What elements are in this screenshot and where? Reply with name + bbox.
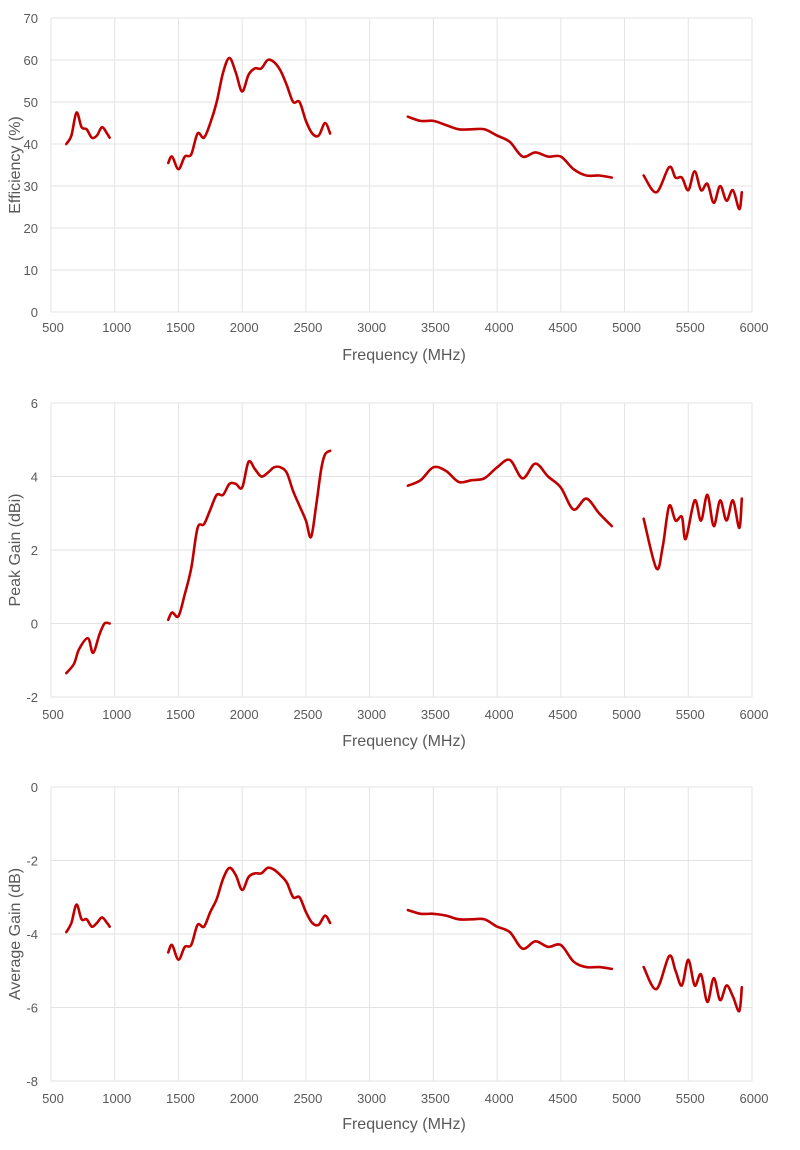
y-tick-label: -6 [26,1001,38,1016]
x-tick-label: 6000 [740,1091,769,1106]
series-line-segment-2 [166,866,332,962]
y-tick-label: 2 [31,543,38,558]
x-tick-label: 2000 [230,707,259,722]
series-line-segment-4 [642,493,744,571]
x-tick-label: 2500 [293,1091,322,1106]
x-tick-label: 5500 [676,707,705,722]
x-tick-label: 1000 [102,707,131,722]
y-tick-label: 30 [24,179,38,194]
x-tick-label: 500 [42,320,64,335]
x-tick-label: 3500 [421,320,450,335]
x-tick-label: 2500 [293,707,322,722]
y-tick-label: 40 [24,137,38,152]
gridlines [50,402,753,698]
y-tick-label: 50 [24,95,38,110]
x-tick-label: 4000 [485,1091,514,1106]
x-tick-label: 6000 [740,707,769,722]
series-line-segment-2 [166,449,332,622]
x-tick-label: 4000 [485,707,514,722]
y-axis-label: Average Gain (dB) [7,868,24,1000]
x-axis-label: Frequency (MHz) [342,347,466,364]
x-tick-label: 3000 [357,320,386,335]
x-tick-label: 6000 [740,320,769,335]
x-tick-label: 3500 [421,707,450,722]
x-tick-label: 1000 [102,320,131,335]
x-axis-label: Frequency (MHz) [342,1116,466,1133]
x-tick-label: 2000 [230,1091,259,1106]
x-tick-label: 1500 [166,320,195,335]
y-tick-label: -2 [26,854,38,869]
x-tick-label: 5000 [612,1091,641,1106]
y-tick-label: -8 [26,1074,38,1089]
x-tick-label: 500 [42,707,64,722]
y-tick-label: 0 [31,305,38,320]
series-line-segment-3 [406,115,614,179]
series-line-segment-4 [642,165,744,211]
y-tick-label: 70 [24,11,38,26]
x-tick-label: 4500 [548,707,577,722]
x-tick-label: 3000 [357,1091,386,1106]
series-line-segment-4 [642,954,744,1013]
gridlines [50,786,753,1082]
x-axis-label: Frequency (MHz) [342,733,466,750]
series-line-segment-1 [64,903,111,934]
y-tick-label: 4 [31,470,38,485]
x-tick-label: 2000 [230,320,259,335]
x-tick-label: 5000 [612,320,641,335]
series-line-segment-3 [406,908,614,971]
chart-average-gain: Frequency (MHz) Average Gain (dB) 500 100… [7,780,768,1133]
x-tick-label: 5500 [676,320,705,335]
x-tick-label: 4500 [548,1091,577,1106]
x-tick-label: 500 [42,1091,64,1106]
x-tick-label: 3000 [357,707,386,722]
chart-peak-gain: Frequency (MHz) Peak Gain (dBi) 500 1000 1… [7,396,768,750]
y-tick-label: 6 [31,396,38,411]
y-axis-label: Efficiency (%) [7,116,24,214]
y-tick-label: 0 [31,780,38,795]
series-line-segment-1 [64,111,111,146]
series-line-segment-2 [166,56,332,171]
chart-efficiency: Frequency (MHz) Efficiency (%) 500 1000 15… [7,11,768,364]
y-tick-label: -2 [26,690,38,705]
y-tick-label: 20 [24,221,38,236]
x-tick-label: 5000 [612,707,641,722]
y-axis-label: Peak Gain (dBi) [7,494,24,607]
gridlines [50,17,753,313]
series-line-segment-1 [64,621,111,675]
x-tick-label: 2500 [293,320,322,335]
y-tick-label: 60 [24,53,38,68]
x-tick-label: 4000 [485,320,514,335]
series-line-segment-3 [406,458,614,528]
x-tick-label: 3500 [421,1091,450,1106]
x-tick-label: 1000 [102,1091,131,1106]
x-tick-label: 1500 [166,1091,195,1106]
x-tick-label: 4500 [548,320,577,335]
y-tick-label: -4 [26,927,38,942]
y-tick-label: 0 [31,617,38,632]
x-tick-label: 5500 [676,1091,705,1106]
x-tick-label: 1500 [166,707,195,722]
y-tick-label: 10 [24,263,38,278]
